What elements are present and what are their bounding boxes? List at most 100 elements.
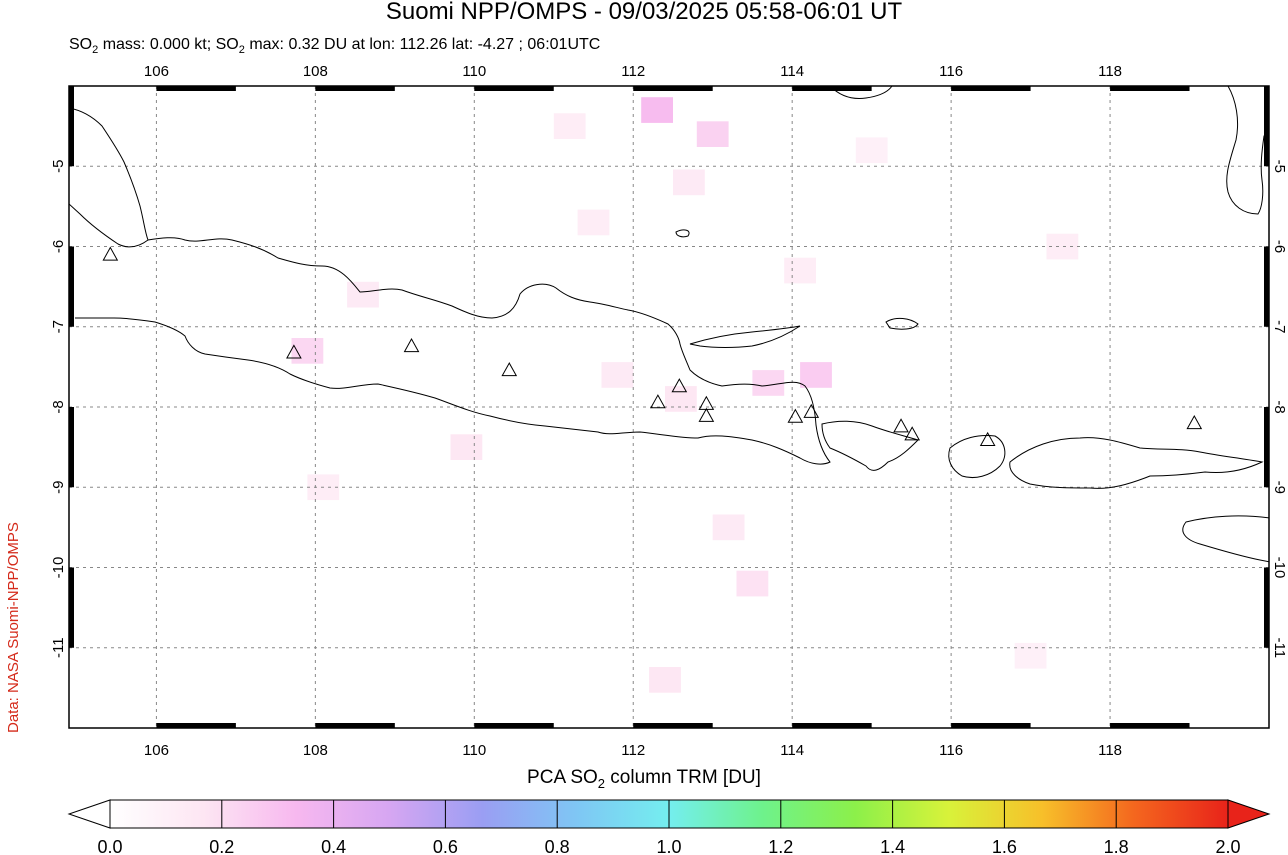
volcano-icon [904, 426, 921, 441]
so2-cell [800, 362, 832, 388]
colorbar-tick-label: 1.0 [656, 837, 681, 855]
so2-cell [553, 113, 586, 139]
frame-bar-right [1264, 567, 1269, 648]
frame-bar-left [69, 407, 74, 488]
volcano-icon [650, 394, 666, 409]
coastline-lombok [948, 435, 1006, 479]
coastline-sumatra [69, 107, 149, 248]
colorbar-tick-label: 0.2 [209, 837, 234, 855]
coastline-bali [821, 420, 919, 471]
x-tick-label-top: 114 [780, 63, 804, 80]
coastline-bawean [675, 229, 690, 238]
x-tick-label-top: 118 [1098, 63, 1122, 80]
so2-cell [601, 362, 634, 388]
volcano-icon [979, 431, 996, 447]
y-ticks-right: -5 -6 -7 -8 -9 -10 -11 [1271, 160, 1288, 658]
x-ticks-bottom: 106 108 110 112 114 116 118 [144, 742, 1122, 759]
y-tick-label-left: -9 [50, 481, 67, 494]
frame-bars [69, 86, 1269, 728]
frame-bar-left [69, 567, 74, 648]
so2-cell [291, 338, 324, 364]
volcano-icon [671, 378, 688, 393]
so2-cell [649, 667, 681, 693]
frame-bar-left [69, 246, 74, 327]
volcano-icon [286, 344, 302, 359]
x-tick-label-top: 110 [462, 63, 486, 80]
so2-cell [712, 514, 745, 541]
y-tick-label-right: -10 [1271, 557, 1288, 579]
colorbar-tick-label: 0.6 [433, 837, 458, 855]
x-tick-label-bottom: 112 [621, 742, 645, 759]
volcano-icon [403, 337, 420, 353]
y-tick-label-left: -7 [50, 320, 67, 333]
y-tick-label-left: -8 [50, 400, 67, 413]
colorbar-tick-label: 2.0 [1215, 837, 1240, 855]
volcano-markers [102, 246, 1203, 447]
x-tick-label-top: 106 [144, 63, 169, 80]
colorbar-arrow-low [67, 799, 111, 829]
colorbar-tick-label: 1.4 [880, 837, 905, 855]
y-ticks-left: -5 -6 -7 -8 -9 -10 -11 [50, 160, 67, 658]
frame-bar-bottom [474, 723, 554, 728]
x-tick-label-top: 112 [621, 63, 645, 80]
chart-title: Suomi NPP/OMPS - 09/03/2025 05:58-06:01 … [385, 0, 903, 25]
frame-bar-bottom [792, 723, 872, 728]
so2-cell [855, 137, 888, 164]
so2-cell [641, 97, 673, 123]
frame-bar-right [1264, 86, 1269, 167]
coastline-kangean [885, 317, 919, 330]
volcano-icon [501, 362, 518, 377]
so2-cell [736, 570, 769, 597]
colorbar-title: PCA SO2 column TRM [DU] [527, 767, 761, 791]
frame-bar-left [69, 86, 74, 167]
colorbar-tick-label: 0.8 [545, 837, 570, 855]
frame-bar-bottom [633, 723, 713, 728]
frame-bar-top [633, 86, 713, 91]
y-tick-label-left: -5 [50, 160, 67, 173]
coastline-sumba [1182, 515, 1269, 563]
colorbar-tick-label: 1.8 [1104, 837, 1129, 855]
y-tick-label-right: -6 [1271, 240, 1288, 253]
x-tick-label-bottom: 110 [462, 742, 486, 759]
colorbar-tick-label: 1.6 [992, 837, 1017, 855]
coastline-kalimantan [829, 86, 893, 99]
frame-bar-right [1264, 246, 1269, 327]
volcano-icon [698, 407, 715, 422]
x-tick-label-bottom: 116 [939, 742, 963, 759]
frame-bar-bottom [315, 723, 395, 728]
colorbar-tick-label: 0.4 [321, 837, 346, 855]
volcano-icon [803, 403, 820, 418]
frame-bar-top [315, 86, 395, 91]
colorbar-tick-label: 0.0 [97, 837, 122, 855]
coastlines [69, 86, 1269, 563]
gridlines [69, 86, 1269, 728]
coastline-sulawesi [1226, 86, 1269, 215]
frame-bar-top [474, 86, 554, 91]
y-tick-label-right: -11 [1271, 637, 1288, 658]
y-tick-label-left: -6 [50, 240, 67, 253]
colorbar-tick-label: 1.2 [768, 837, 793, 855]
so2-cell [784, 257, 816, 284]
frame-bar-bottom [1110, 723, 1190, 728]
so2-cell [1014, 642, 1047, 669]
colorbar-arrow-high [1227, 799, 1271, 829]
so2-cell [347, 281, 379, 308]
colorbar: 0.0 0.2 0.4 0.6 0.8 1.0 1.2 1.4 1.6 1.8 2.0 [67, 799, 1271, 855]
x-tick-label-bottom: 114 [780, 742, 804, 759]
x-tick-label-top: 116 [939, 63, 963, 80]
x-tick-label-bottom: 106 [144, 742, 169, 759]
y-tick-label-right: -8 [1271, 400, 1288, 413]
so2-cell [696, 121, 729, 147]
x-ticks-top: 106 108 110 112 114 116 118 [144, 63, 1122, 80]
x-tick-label-top: 108 [303, 63, 328, 80]
so2-cell [450, 434, 483, 460]
y-tick-label-right: -7 [1271, 320, 1288, 333]
y-tick-label-right: -9 [1271, 481, 1288, 494]
so2-cell [577, 209, 610, 236]
frame-bar-top [951, 86, 1031, 91]
x-tick-label-bottom: 108 [303, 742, 328, 759]
volcano-icon [787, 408, 804, 423]
volcano-icon [1186, 415, 1203, 430]
volcano-icon [893, 418, 909, 433]
